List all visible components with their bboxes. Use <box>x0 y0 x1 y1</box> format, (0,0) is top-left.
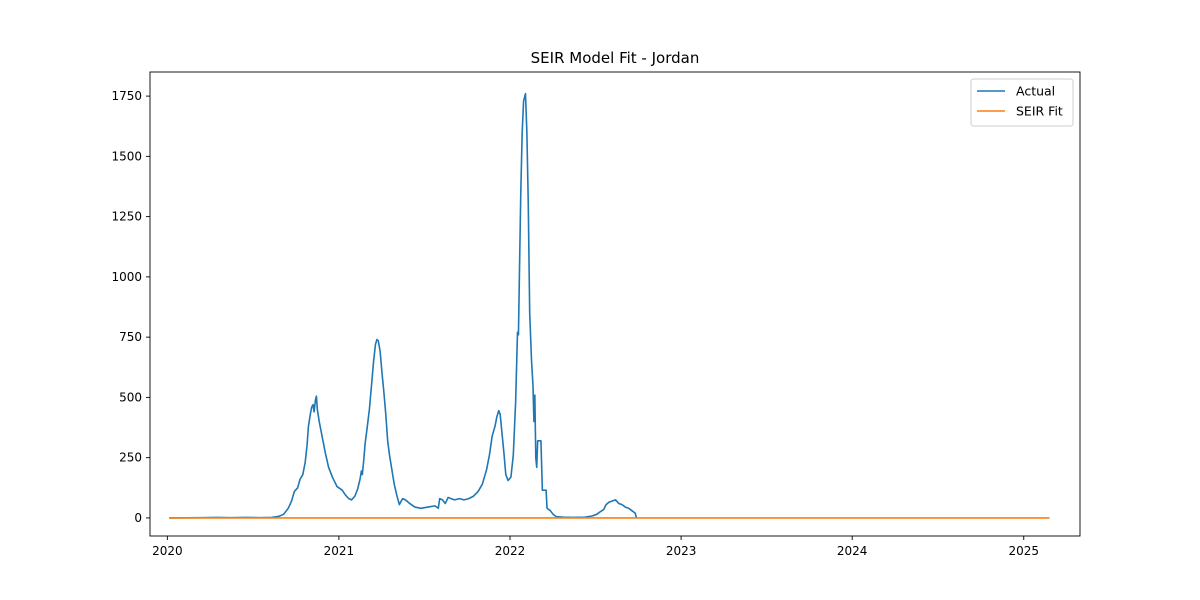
series-line-actual <box>169 92 638 519</box>
plot-area <box>149 71 1081 537</box>
x-axis: 2020 2021 2022 2023 2024 2025 <box>152 536 1039 558</box>
y-tick-label: 1000 <box>111 270 142 284</box>
plot-frame <box>149 71 1081 537</box>
x-tick-label: 2023 <box>666 544 697 558</box>
legend-label-actual: Actual <box>1016 84 1055 99</box>
x-tick-label: 2021 <box>324 544 355 558</box>
legend-label-seir-fit: SEIR Fit <box>1016 104 1063 119</box>
y-tick-label: 250 <box>119 451 142 465</box>
x-tick-label: 2025 <box>1008 544 1039 558</box>
y-tick-label: 750 <box>119 330 142 344</box>
legend: Actual SEIR Fit <box>970 78 1074 127</box>
y-tick-label: 0 <box>134 511 142 525</box>
x-tick-label: 2024 <box>837 544 868 558</box>
x-tick-label: 2020 <box>152 544 183 558</box>
y-tick-label: 500 <box>119 390 142 404</box>
chart-title: SEIR Model Fit - Jordan <box>531 49 700 67</box>
y-tick-label: 1500 <box>111 149 142 163</box>
y-tick-label: 1750 <box>111 89 142 103</box>
y-axis: 0 250 500 750 1000 1250 1500 1750 <box>111 89 150 525</box>
x-tick-label: 2022 <box>495 544 526 558</box>
y-tick-label: 1250 <box>111 210 142 224</box>
